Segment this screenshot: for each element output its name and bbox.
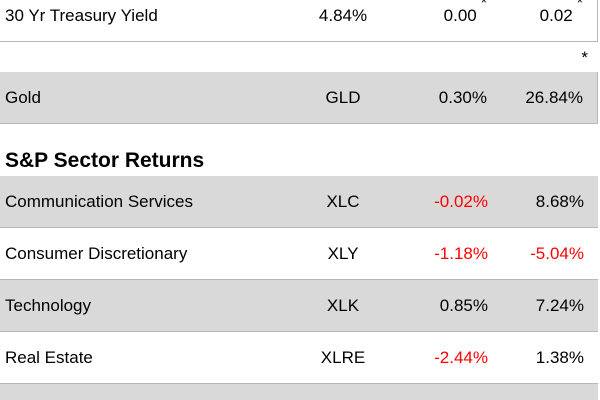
ticker: XLY (283, 228, 403, 279)
ytd-return: 8.68% (536, 176, 584, 227)
daily-return: -0.02% (434, 176, 488, 227)
daily-return: 0.85% (440, 280, 488, 331)
cell-text: Real Estate (5, 347, 93, 367)
cell-text: 8.68% (535, 191, 584, 211)
cell-text: 0.85% (439, 295, 488, 315)
cell-text: Consumer Discretionary (5, 243, 188, 263)
ytd-return: 1.38% (536, 332, 584, 383)
cell-text: 0.02 (539, 5, 573, 25)
daily-return: -2.44% (434, 332, 488, 383)
cell-text: -1.18% (434, 243, 488, 263)
ytd-return: -5.04% (530, 228, 584, 279)
cell-text: -0.02% (434, 191, 488, 211)
row-label: Gold (5, 72, 41, 123)
cell-text: 4.84% (318, 5, 368, 25)
row-filler (0, 384, 598, 400)
cell-text: 30 Yr Treasury Yield (5, 5, 158, 25)
cell-text: XLY (327, 243, 359, 263)
ytd-return: 7.24% (536, 280, 584, 331)
row-label: Real Estate (5, 332, 93, 383)
ticker: XLC (283, 176, 403, 227)
ticker: XLRE (283, 332, 403, 383)
cell-text: XLK (326, 295, 360, 315)
table-row: 30 Yr Treasury Yield 4.84% 0.00 * 0.02 * (0, 0, 598, 42)
cell-text: Gold (5, 87, 41, 107)
section-title: S&P Sector Returns (5, 149, 205, 172)
row-label: Technology (5, 280, 91, 331)
table-row: Consumer Discretionary XLY -1.18% -5.04% (0, 228, 598, 280)
cell-text: -5.04% (530, 243, 584, 263)
cell-text: -2.44% (434, 347, 488, 367)
footnote-mark: * (480, 0, 487, 12)
table-row: Technology XLK 0.85% 7.24% (0, 280, 598, 332)
footnote-mark: * (576, 0, 583, 12)
cell-text: XLRE (320, 347, 366, 367)
ticker: 4.84% (283, 0, 403, 41)
row-label: 30 Yr Treasury Yield (5, 0, 158, 41)
cell-text: 1.38% (535, 347, 584, 367)
table-row: Gold GLD 0.30% 26.84% (0, 72, 598, 124)
ytd-return: 26.84% (525, 72, 583, 123)
cell-text: Communication Services (5, 191, 194, 211)
daily-return: 0.00 * (444, 0, 487, 41)
ytd-return: 0.02 * (540, 0, 583, 41)
cell-text: 26.84% (525, 87, 583, 107)
table-row: Communication Services XLC -0.02% 8.68% (0, 176, 598, 228)
cell-text: 0.00 (443, 5, 477, 25)
cell-text: 0.30% (438, 87, 487, 107)
cell-text: XLC (326, 191, 360, 211)
row-label: Consumer Discretionary (5, 228, 187, 279)
cell-text: GLD (325, 87, 361, 107)
ticker: XLK (283, 280, 403, 331)
cell-text: Technology (5, 295, 92, 315)
footnote-mark: * (581, 48, 588, 67)
cell-text: 7.24% (535, 295, 584, 315)
daily-return: -1.18% (434, 228, 488, 279)
table-row: Real Estate XLRE -2.44% 1.38% (0, 332, 598, 384)
daily-return: 0.30% (439, 72, 487, 123)
ticker: GLD (283, 72, 403, 123)
row-label: Communication Services (5, 176, 193, 227)
